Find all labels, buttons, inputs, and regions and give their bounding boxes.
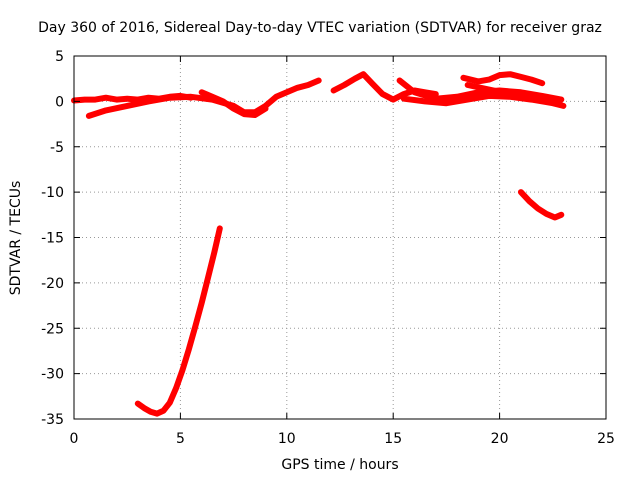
x-tick-label: 25 bbox=[597, 431, 615, 447]
y-tick-label: -25 bbox=[41, 321, 64, 337]
series-arc-8 bbox=[464, 82, 535, 102]
x-tick-label: 20 bbox=[491, 431, 509, 447]
series-arc-7 bbox=[460, 71, 546, 87]
y-tick-label: -15 bbox=[41, 231, 64, 247]
x-tick-labels: 0 5 10 15 20 25 bbox=[70, 431, 615, 447]
x-tick-label: 5 bbox=[176, 431, 185, 447]
y-tick-labels: 5 0 -5 -10 -15 -20 -25 -30 -35 bbox=[41, 49, 64, 428]
y-axis-label: SDTVAR / TECUs bbox=[8, 180, 24, 296]
series-arc-10 bbox=[517, 189, 565, 221]
x-axis-label: GPS time / hours bbox=[281, 457, 399, 473]
y-tick-label: -20 bbox=[41, 276, 64, 292]
y-tick-label: 5 bbox=[55, 49, 64, 65]
y-tick-label: -30 bbox=[41, 367, 64, 383]
x-tick-label: 15 bbox=[384, 431, 402, 447]
tick-marks bbox=[73, 55, 607, 420]
y-tick-label: 0 bbox=[55, 94, 64, 110]
y-tick-label: -5 bbox=[50, 140, 64, 156]
series-layer bbox=[71, 71, 567, 417]
x-tick-label: 0 bbox=[70, 431, 79, 447]
series-arc-5 bbox=[396, 77, 565, 103]
x-tick-label: 10 bbox=[278, 431, 296, 447]
series-arc-9 bbox=[134, 225, 223, 417]
y-tick-label: -10 bbox=[41, 185, 64, 201]
grid bbox=[74, 56, 606, 419]
series-arc-3 bbox=[198, 89, 269, 118]
y-tick-label: -35 bbox=[41, 412, 64, 428]
series-arc-6 bbox=[400, 92, 567, 109]
chart-title: Day 360 of 2016, Sidereal Day-to-day VTE… bbox=[38, 20, 602, 36]
